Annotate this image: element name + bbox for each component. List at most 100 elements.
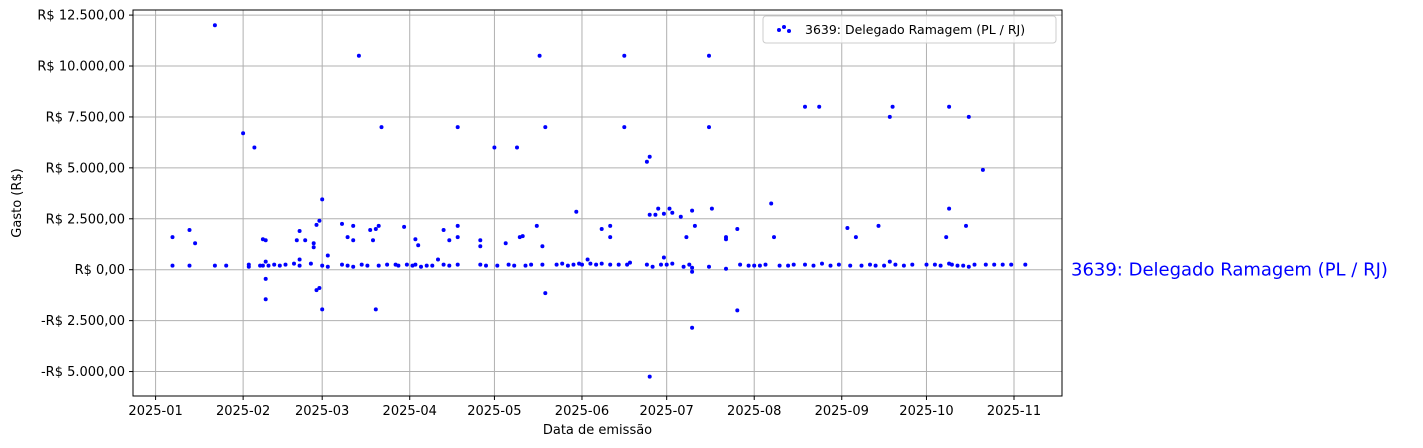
x-axis-title: Data de emissão — [543, 423, 652, 438]
data-point — [659, 262, 663, 267]
data-point — [368, 228, 373, 232]
x-tick-label: 2025-11 — [987, 404, 1041, 419]
data-point — [653, 212, 658, 217]
y-tick-label: R$ 12.500,00 — [37, 9, 125, 24]
data-point — [543, 125, 548, 130]
data-point — [303, 238, 308, 243]
data-point — [735, 227, 740, 231]
data-point — [317, 218, 322, 223]
data-point — [419, 264, 423, 269]
data-point — [1000, 262, 1005, 267]
data-point — [263, 259, 268, 264]
data-point — [430, 263, 435, 268]
data-point — [241, 131, 246, 136]
data-point — [938, 263, 943, 268]
data-point — [599, 261, 604, 266]
data-point — [365, 263, 370, 268]
data-point — [724, 237, 728, 242]
data-point — [356, 53, 361, 58]
x-tick-label: 2025-05 — [467, 404, 521, 419]
data-point — [644, 159, 649, 164]
x-tick-label: 2025-03 — [295, 404, 349, 419]
data-point — [512, 263, 517, 268]
data-point — [681, 264, 686, 269]
data-points — [170, 23, 1028, 379]
data-point — [709, 206, 714, 211]
data-point — [791, 262, 796, 267]
data-point — [571, 262, 576, 267]
data-point — [757, 263, 762, 268]
data-point — [317, 286, 322, 290]
data-point — [647, 154, 652, 159]
data-point — [1023, 262, 1028, 267]
data-point — [873, 263, 878, 268]
data-point — [966, 114, 971, 119]
data-point — [944, 235, 949, 240]
data-point — [308, 261, 313, 266]
data-point — [690, 325, 695, 330]
data-point — [170, 235, 175, 240]
data-point — [212, 263, 217, 268]
data-point — [297, 263, 302, 268]
data-point — [534, 223, 539, 228]
data-point — [684, 235, 689, 240]
data-point — [351, 264, 356, 269]
data-point — [1009, 262, 1014, 267]
data-point — [707, 125, 711, 130]
data-point — [836, 262, 841, 267]
data-point — [972, 262, 977, 267]
y-tick-label: -R$ 5.000,00 — [41, 365, 125, 380]
data-point — [670, 261, 675, 266]
data-point — [252, 145, 257, 150]
data-point — [622, 53, 627, 58]
y-tick-label: R$ 0,00 — [75, 263, 125, 278]
data-point — [608, 223, 613, 228]
data-point — [187, 263, 192, 268]
data-point — [777, 263, 782, 268]
data-point — [955, 263, 960, 268]
data-point — [608, 235, 613, 240]
data-point — [325, 253, 330, 258]
legend-marker — [782, 25, 786, 29]
data-point — [707, 53, 711, 58]
data-point — [966, 264, 971, 269]
data-point — [424, 263, 429, 268]
series-annotation-label: 3639: Delegado Ramagem (PL / RJ) — [1071, 260, 1388, 281]
data-point — [297, 257, 302, 262]
data-point — [803, 262, 807, 267]
data-point — [901, 263, 906, 268]
data-point — [616, 262, 621, 267]
x-tick-label: 2025-04 — [383, 404, 437, 419]
data-point — [478, 238, 483, 243]
data-point — [187, 228, 192, 232]
data-point — [692, 223, 697, 228]
data-point — [859, 263, 864, 268]
data-point — [828, 263, 833, 268]
data-point — [817, 104, 822, 109]
x-tick-label: 2025-08 — [727, 404, 781, 419]
data-point — [484, 263, 488, 268]
data-point — [413, 237, 418, 242]
data-point — [385, 262, 390, 267]
data-point — [351, 223, 356, 228]
data-point — [947, 104, 952, 109]
data-point — [441, 262, 446, 267]
data-point — [314, 288, 319, 293]
data-point — [260, 263, 265, 268]
data-point — [340, 262, 344, 267]
data-point — [266, 263, 271, 268]
data-point — [455, 223, 460, 228]
data-point — [670, 210, 675, 215]
data-point — [585, 257, 590, 262]
legend-label: 3639: Delegado Ramagem (PL / RJ) — [805, 22, 1025, 37]
data-point — [455, 235, 460, 240]
data-point — [478, 244, 483, 249]
y-tick-label: R$ 10.000,00 — [37, 60, 125, 75]
data-point — [263, 297, 268, 302]
data-point — [543, 291, 548, 296]
data-point — [351, 238, 356, 243]
data-point — [661, 255, 666, 260]
data-point — [314, 222, 319, 227]
data-point — [910, 262, 915, 267]
